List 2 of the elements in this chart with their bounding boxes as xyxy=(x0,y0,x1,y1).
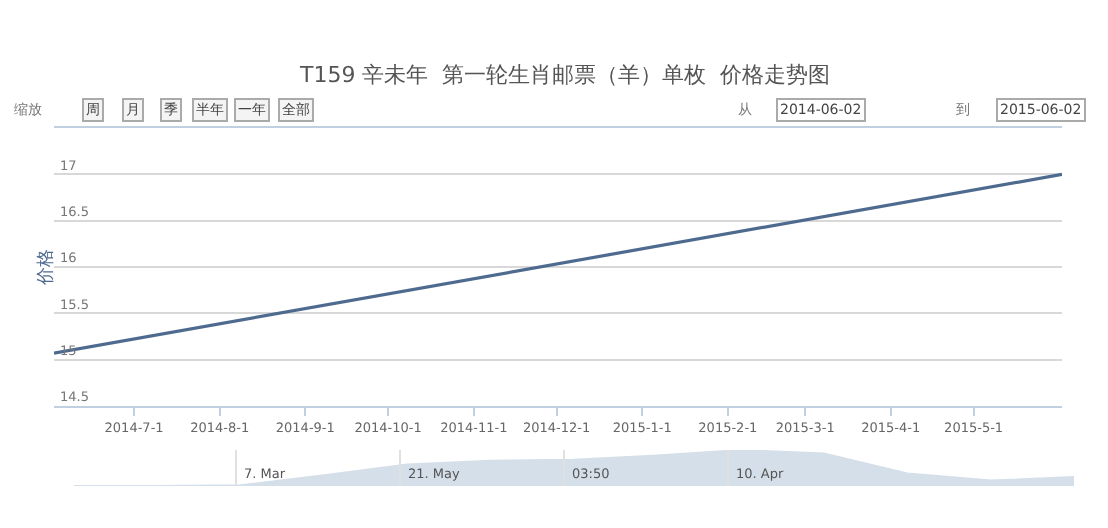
y-axis-title: 价格 xyxy=(34,249,57,287)
chart-title: T159 辛未年 第一轮生肖邮票（羊）单枚 价格走势图 xyxy=(298,62,831,88)
